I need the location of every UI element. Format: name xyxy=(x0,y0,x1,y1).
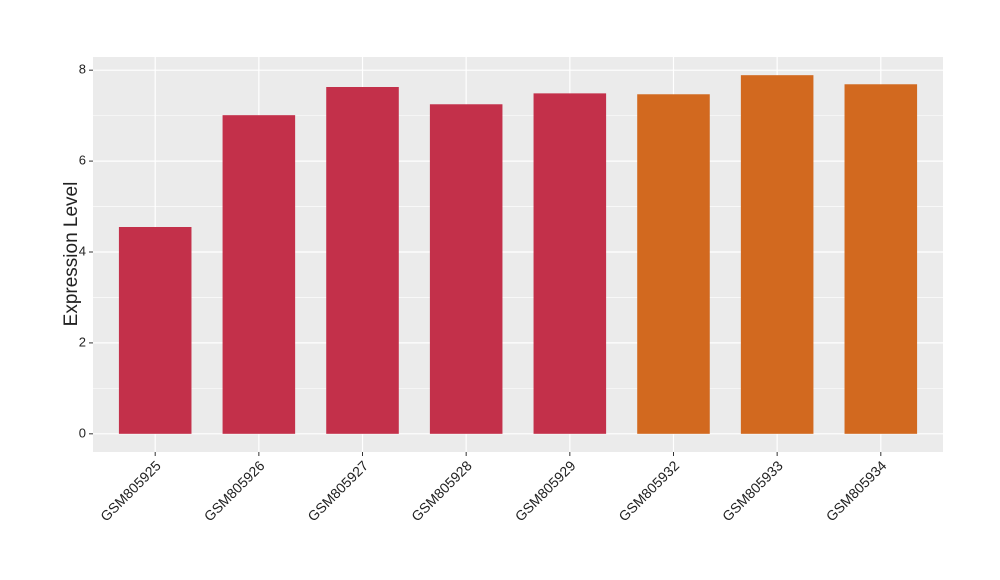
x-tick-label: GSM805932 xyxy=(615,457,682,524)
x-tick-label: GSM805926 xyxy=(201,457,268,524)
bar xyxy=(844,84,918,434)
bar xyxy=(429,104,503,434)
y-tick-label: 8 xyxy=(79,62,86,77)
plot-panel xyxy=(93,57,943,452)
y-axis-label: Expression Level xyxy=(61,182,82,327)
x-tick-label: GSM805934 xyxy=(823,457,890,524)
bar xyxy=(118,227,192,434)
bar xyxy=(533,93,607,434)
x-tick-label: GSM805928 xyxy=(408,457,475,524)
bar xyxy=(222,115,296,434)
y-tick-label: 4 xyxy=(79,243,86,258)
x-tick-label: GSM805925 xyxy=(97,457,164,524)
bar xyxy=(326,87,399,434)
x-tick-label: GSM805927 xyxy=(304,457,371,524)
y-tick-label: 6 xyxy=(79,153,86,168)
x-tick-label: GSM805929 xyxy=(512,457,579,524)
bar xyxy=(740,75,814,434)
y-tick-label: 0 xyxy=(79,425,86,440)
x-tick-label: GSM805933 xyxy=(719,457,786,524)
y-tick-label: 2 xyxy=(79,334,86,349)
bar xyxy=(637,94,710,434)
